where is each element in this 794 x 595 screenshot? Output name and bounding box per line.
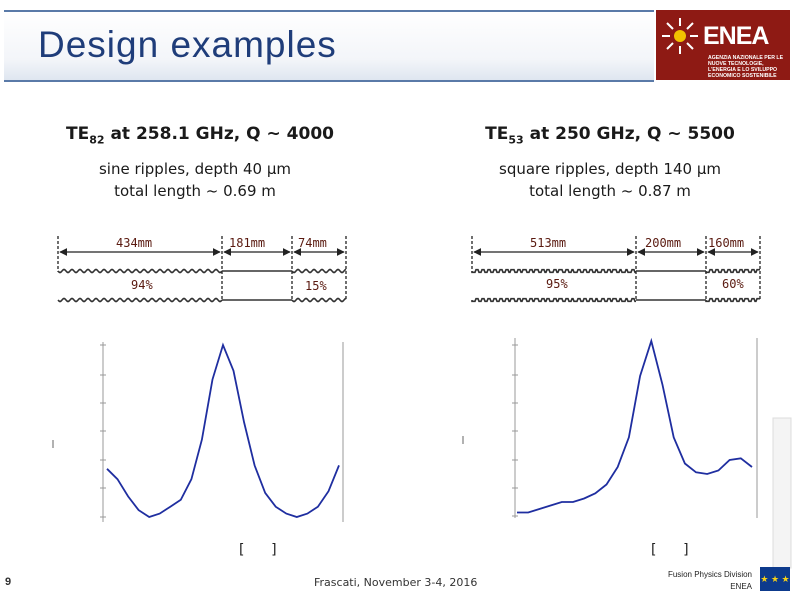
left-length-text: total length ~ 0.69 m xyxy=(114,182,276,200)
right-mode-title: TE53 at 250 GHz, Q ~ 5500 xyxy=(450,124,770,146)
left-seg3-length: 74mm xyxy=(298,236,327,250)
right-chart-axes xyxy=(462,338,758,518)
left-ripple-text: sine ripples, depth 40 µm xyxy=(98,160,292,178)
right-length-text: total length ~ 0.87 m xyxy=(529,182,691,200)
event-location-date: Frascati, November 3-4, 2016 xyxy=(314,576,478,589)
enea-burst-icon xyxy=(662,18,698,54)
right-dimension-arrows xyxy=(471,236,761,300)
left-seg2-length: 181mm xyxy=(229,236,266,250)
division-org: ENEA xyxy=(730,582,752,591)
right-xaxis-bracket: [ ] xyxy=(651,542,689,558)
right-mode-index: 53 xyxy=(508,133,524,147)
page-number: 9 xyxy=(5,576,12,588)
left-mode-prefix: TE xyxy=(66,124,90,144)
slide-title: Design examples xyxy=(38,24,337,65)
left-mode-rest: at 258.1 GHz, Q ~ 4000 xyxy=(104,124,334,144)
title-bar xyxy=(4,10,654,82)
slide-header: Design examples ENEA AGENZIA NAZIONALE P… xyxy=(4,6,790,82)
left-description: sine ripples, depth 40 µm total length ~… xyxy=(40,158,350,202)
edge-strip xyxy=(772,417,792,569)
division-name: Fusion Physics Division xyxy=(667,570,752,579)
footer-division: Fusion Physics Division ENEA xyxy=(650,569,752,593)
left-field-profile-line xyxy=(106,342,340,518)
right-ripple-text: square ripples, depth 140 µm xyxy=(499,160,721,178)
left-mode-title: TE82 at 258.1 GHz, Q ~ 4000 xyxy=(40,124,360,146)
right-seg3-efficiency: 60% xyxy=(722,277,744,291)
left-seg1-length: 434mm xyxy=(116,236,153,250)
right-mode-rest: at 250 GHz, Q ~ 5500 xyxy=(523,124,735,144)
right-field-profile-line xyxy=(517,337,753,514)
left-mode-index: 82 xyxy=(89,133,105,147)
left-seg3-efficiency: 15% xyxy=(305,279,327,293)
eu-flag-icon: ★ ★ ★ xyxy=(760,567,790,591)
right-seg1-efficiency: 95% xyxy=(546,277,568,291)
enea-logo-text: ENEA xyxy=(703,22,769,50)
left-cavity-profile xyxy=(57,268,347,303)
left-xaxis-bracket: [ ] xyxy=(239,542,277,558)
right-mode-prefix: TE xyxy=(485,124,509,144)
right-seg1-length: 513mm xyxy=(530,236,567,250)
right-cavity-profile xyxy=(471,268,760,303)
enea-logo-subtitle: AGENZIA NAZIONALE PER LE NUOVE TECNOLOGI… xyxy=(708,55,784,79)
left-chart-axes xyxy=(52,342,344,522)
enea-logo: ENEA AGENZIA NAZIONALE PER LE NUOVE TECN… xyxy=(656,10,790,80)
left-seg1-efficiency: 94% xyxy=(131,278,153,292)
right-seg2-length: 200mm xyxy=(645,236,682,250)
left-dimension-arrows xyxy=(57,236,347,300)
right-description: square ripples, depth 140 µm total lengt… xyxy=(455,158,765,202)
right-seg3-length: 160mm xyxy=(708,236,745,250)
